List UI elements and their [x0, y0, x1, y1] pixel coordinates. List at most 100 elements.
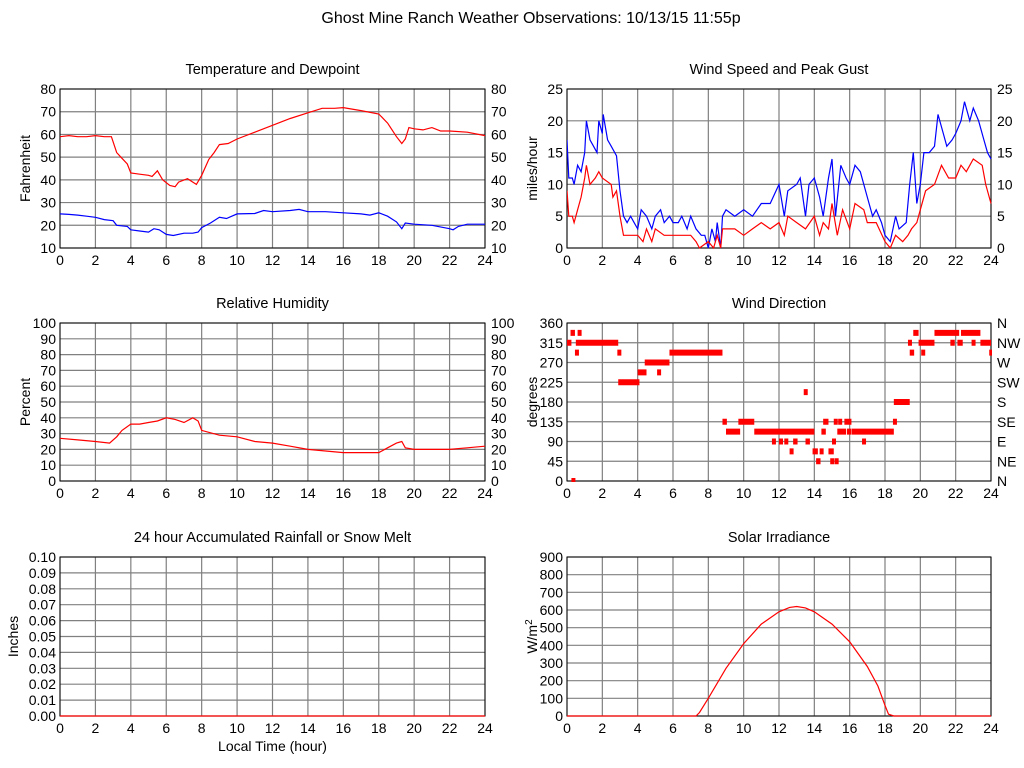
direction-mark [907, 339, 912, 346]
y-tick-label: 900 [540, 549, 564, 565]
y-tick-label: 800 [540, 567, 564, 583]
x-tick-label: 4 [127, 720, 135, 736]
plot-area [60, 417, 486, 454]
y-tick-label: 500 [540, 620, 564, 636]
x-tick-label: 12 [265, 485, 281, 501]
y-tick-label: 40 [40, 410, 56, 426]
direction-mark [934, 329, 960, 336]
right-tick-label: W [997, 355, 1011, 371]
plot-area [567, 605, 991, 717]
right-tick-label: 15 [997, 145, 1013, 161]
direction-mark [828, 448, 834, 455]
right-tick-label: S [997, 394, 1006, 410]
y-tick-label: 0 [48, 473, 56, 489]
x-tick-label: 0 [56, 485, 64, 501]
direction-mark [833, 418, 838, 425]
y-tick-label: 600 [540, 602, 564, 618]
y-axis-label: degrees [524, 377, 540, 428]
right-tick-label: 60 [491, 378, 507, 394]
y-axis-label: miles/hour [524, 136, 540, 201]
direction-mark [771, 438, 776, 445]
direction-mark [803, 389, 808, 396]
direction-mark [570, 329, 575, 336]
x-tick-label: 6 [669, 252, 677, 268]
right-tick-label: N [997, 473, 1007, 489]
direction-mark [657, 369, 662, 376]
x-tick-label: 0 [56, 252, 64, 268]
x-tick-label: 14 [807, 485, 823, 501]
y-tick-label: 200 [540, 673, 564, 689]
x-tick-label: 22 [948, 720, 964, 736]
x-tick-label: 14 [807, 720, 823, 736]
y-tick-label: 0.00 [29, 708, 56, 724]
x-tick-label: 6 [669, 485, 677, 501]
x-tick-label: 2 [92, 252, 100, 268]
y-tick-label: 0.03 [29, 660, 56, 676]
direction-mark [837, 428, 847, 435]
x-tick-label: 10 [736, 485, 752, 501]
right-tick-label: SW [997, 374, 1020, 390]
x-tick-label: 14 [807, 252, 823, 268]
y-tick-label: 100 [33, 315, 57, 331]
direction-mark [918, 339, 935, 346]
direction-mark [571, 478, 576, 482]
x-tick-label: 16 [842, 485, 858, 501]
direction-mark [921, 349, 926, 356]
direction-mark [779, 438, 783, 445]
x-axis-label: Local Time (hour) [218, 738, 327, 754]
x-tick-label: 20 [913, 720, 929, 736]
x-tick-label: 12 [265, 252, 281, 268]
direction-mark [892, 418, 897, 425]
right-tick-label: 80 [491, 81, 507, 97]
y-tick-label: 10 [547, 176, 563, 192]
x-tick-label: 6 [162, 252, 170, 268]
y-tick-label: 60 [40, 378, 56, 394]
x-tick-label: 18 [877, 720, 893, 736]
series-line-0 [60, 417, 486, 454]
y-tick-label: 0 [555, 473, 563, 489]
direction-mark [789, 448, 794, 455]
direction-mark [913, 329, 919, 336]
x-tick-label: 12 [771, 252, 787, 268]
right-tick-label: 30 [491, 426, 507, 442]
direction-mark [819, 448, 824, 455]
direction-mark [637, 369, 647, 376]
y-tick-label: 15 [547, 145, 563, 161]
y-tick-label: 90 [40, 331, 56, 347]
right-tick-label: 20 [997, 113, 1013, 129]
direction-mark [726, 428, 741, 435]
direction-mark [830, 458, 835, 465]
x-tick-label: 18 [371, 720, 387, 736]
right-tick-label: 5 [997, 208, 1005, 224]
x-tick-label: 10 [229, 720, 245, 736]
y-tick-label: 50 [40, 394, 56, 410]
x-tick-label: 24 [983, 252, 999, 268]
series-line-0 [567, 101, 992, 249]
x-tick-label: 10 [736, 252, 752, 268]
y-axis-label: W/m2 [524, 619, 541, 654]
right-tick-label: 20 [491, 441, 507, 457]
x-tick-label: 8 [198, 252, 206, 268]
right-tick-label: N [997, 315, 1007, 331]
x-tick-label: 6 [669, 720, 677, 736]
chart-title: Wind Direction [732, 296, 826, 312]
x-tick-label: 8 [704, 485, 712, 501]
y-tick-label: 180 [540, 394, 564, 410]
y-axis-label: Inches [5, 616, 21, 657]
plot-frame [566, 556, 992, 717]
direction-mark [816, 458, 821, 465]
direction-mark [618, 379, 640, 386]
y-tick-label: 0.05 [29, 629, 56, 645]
y-tick-label: 45 [547, 453, 563, 469]
x-tick-label: 22 [442, 485, 458, 501]
x-tick-label: 0 [563, 252, 571, 268]
y-tick-label: 10 [40, 457, 56, 473]
plot-frame [566, 88, 992, 249]
y-tick-label: 225 [540, 374, 564, 390]
y-axis-label-superscript: 2 [524, 619, 535, 625]
right-tick-label: E [997, 434, 1006, 450]
x-tick-label: 12 [265, 720, 281, 736]
direction-mark [980, 339, 991, 346]
